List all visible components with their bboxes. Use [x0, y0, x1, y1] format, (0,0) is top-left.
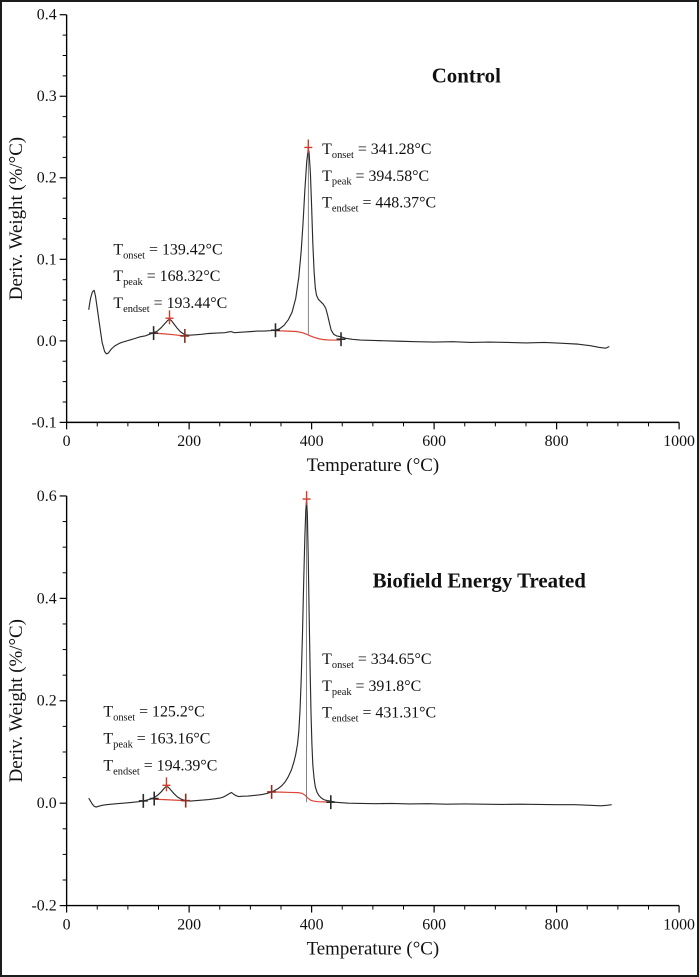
- y-tick-label: 0.0: [37, 333, 57, 350]
- x-tick-label: 1000: [663, 916, 695, 933]
- peak-apex-tick: [165, 310, 174, 325]
- x-tick-label: 200: [177, 433, 201, 450]
- x-tick-label: 800: [545, 433, 569, 450]
- x-tick-label: 1000: [663, 433, 695, 450]
- y-tick-label: 0.4: [37, 590, 57, 607]
- peak-apex-tick: [302, 491, 311, 506]
- peak-baseline: [275, 330, 342, 341]
- peak-annotation-line: Tonset = 341.28°C: [322, 141, 431, 161]
- x-tick-label: 400: [300, 433, 324, 450]
- peak-annotation-line: Tonset = 334.65°C: [322, 651, 431, 671]
- x-tick-label: 0: [63, 916, 71, 933]
- x-tick-label: 800: [545, 916, 569, 933]
- onset-endset-marker: [267, 784, 277, 799]
- onset-endset-marker: [336, 332, 346, 347]
- onset-endset-marker: [149, 326, 159, 341]
- y-axis-label: Deriv. Weight (%/°C): [6, 619, 27, 782]
- chart-title: Control: [432, 63, 501, 87]
- x-axis-label: Temperature (°C): [307, 938, 440, 959]
- peak-annotation-line: Tendset = 194.39°C: [103, 757, 217, 777]
- y-tick-label: -0.2: [32, 898, 57, 915]
- x-axis-label: Temperature (°C): [307, 455, 440, 476]
- peak-annotation-line: Tpeak = 163.16°C: [103, 731, 210, 751]
- peak-apex-tick: [304, 139, 313, 154]
- y-tick-label: 0.3: [37, 88, 57, 105]
- peak-annotation-line: Tpeak = 168.32°C: [113, 268, 220, 288]
- plot-area-biofield: 0 200 400 600 800 1000 -0.2 0.0 0.2 0.4 0.6 Tempera…: [6, 488, 695, 959]
- peak-baseline: [271, 791, 331, 803]
- peak-annotation-line: Tpeak = 391.8°C: [322, 678, 421, 698]
- onset-endset-marker: [138, 793, 148, 808]
- peak-baseline: [153, 332, 185, 337]
- onset-endset-marker: [180, 328, 190, 343]
- y-tick-label: 0.1: [37, 251, 57, 268]
- x-tick-label: 600: [422, 433, 446, 450]
- peak-annotation-line: Tonset = 139.42°C: [113, 241, 222, 261]
- onset-endset-marker: [149, 791, 159, 806]
- peak-annotation-line: Tonset = 125.2°C: [103, 704, 204, 724]
- chart-title: Biofield Energy Treated: [373, 568, 587, 592]
- onset-endset-marker: [181, 793, 191, 808]
- y-tick-label: 0.0: [37, 795, 57, 812]
- x-tick-label: 400: [300, 916, 324, 933]
- peak-annotation-line: Tendset = 431.31°C: [322, 705, 436, 725]
- x-tick-label: 0: [63, 433, 71, 450]
- dtg-curve: [88, 147, 610, 355]
- peak-annotation-line: Tendset = 193.44°C: [113, 295, 227, 315]
- x-tick-label: 600: [422, 916, 446, 933]
- plot-area-control: 0 200 400 600 800 1000 -0.1 0.0 0.1 0.2 0.3 0.4 Temp…: [6, 7, 695, 476]
- y-tick-label: 0.2: [37, 693, 57, 710]
- x-tick-label: 200: [177, 916, 201, 933]
- y-tick-label: 0.6: [37, 488, 57, 505]
- y-axis-label: Deriv. Weight (%/°C): [6, 137, 27, 300]
- peak-annotation-line: Tendset = 448.37°C: [322, 195, 436, 215]
- peak-baseline: [154, 798, 186, 802]
- y-tick-label: 0.2: [37, 170, 57, 187]
- y-tick-label: -0.1: [32, 414, 57, 431]
- peak-annotation-line: Tpeak = 394.58°C: [322, 168, 429, 188]
- peak-apex-tick: [162, 777, 171, 792]
- y-tick-label: 0.4: [37, 7, 57, 24]
- onset-endset-marker: [326, 795, 336, 810]
- onset-endset-marker: [271, 323, 280, 338]
